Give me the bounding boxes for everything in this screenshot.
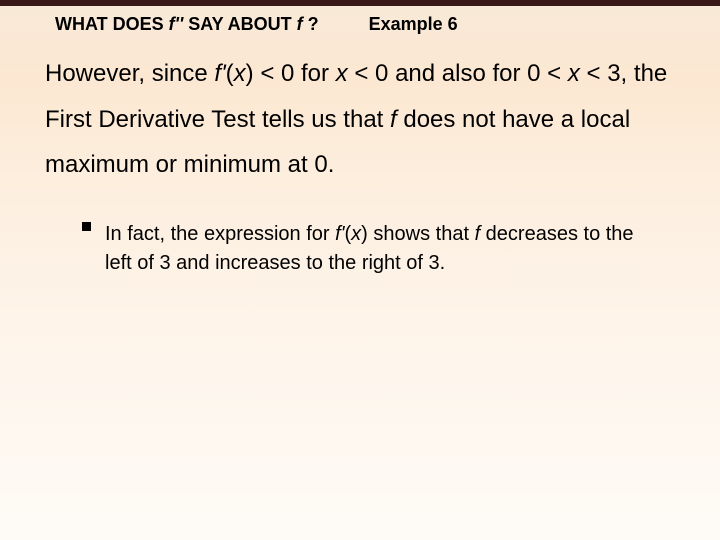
- m-t7: < 0 and also for 0 <: [348, 60, 568, 87]
- b-t1: In fact, the expression for: [105, 223, 335, 245]
- m-t1: However, since: [45, 60, 214, 87]
- m-t8: x: [568, 60, 580, 87]
- hl-q: ?: [308, 14, 319, 34]
- top-bar: [0, 0, 720, 6]
- m-t2: f': [214, 60, 225, 87]
- m-t4: x: [234, 60, 246, 87]
- main-paragraph: However, since f'(x) < 0 for x < 0 and a…: [0, 35, 720, 188]
- hl-fpp: f'': [169, 14, 184, 34]
- m-t5: ) < 0 for: [246, 60, 336, 87]
- hl-f: f: [297, 14, 308, 34]
- bullet-marker-icon: [82, 222, 91, 231]
- hl-prefix: WHAT DOES: [55, 14, 169, 34]
- header-right: Example 6: [369, 14, 458, 35]
- m-t6: x: [336, 60, 348, 87]
- b-t2: f': [335, 223, 344, 245]
- header-left: WHAT DOES f'' SAY ABOUT f ?: [55, 14, 319, 35]
- bullet-item: In fact, the expression for f'(x) shows …: [0, 188, 720, 278]
- b-t4: x: [351, 223, 361, 245]
- hl-mid: SAY ABOUT: [183, 14, 296, 34]
- m-t10: f: [390, 106, 397, 133]
- m-t3: (: [226, 60, 234, 87]
- b-t5: ) shows that: [361, 223, 474, 245]
